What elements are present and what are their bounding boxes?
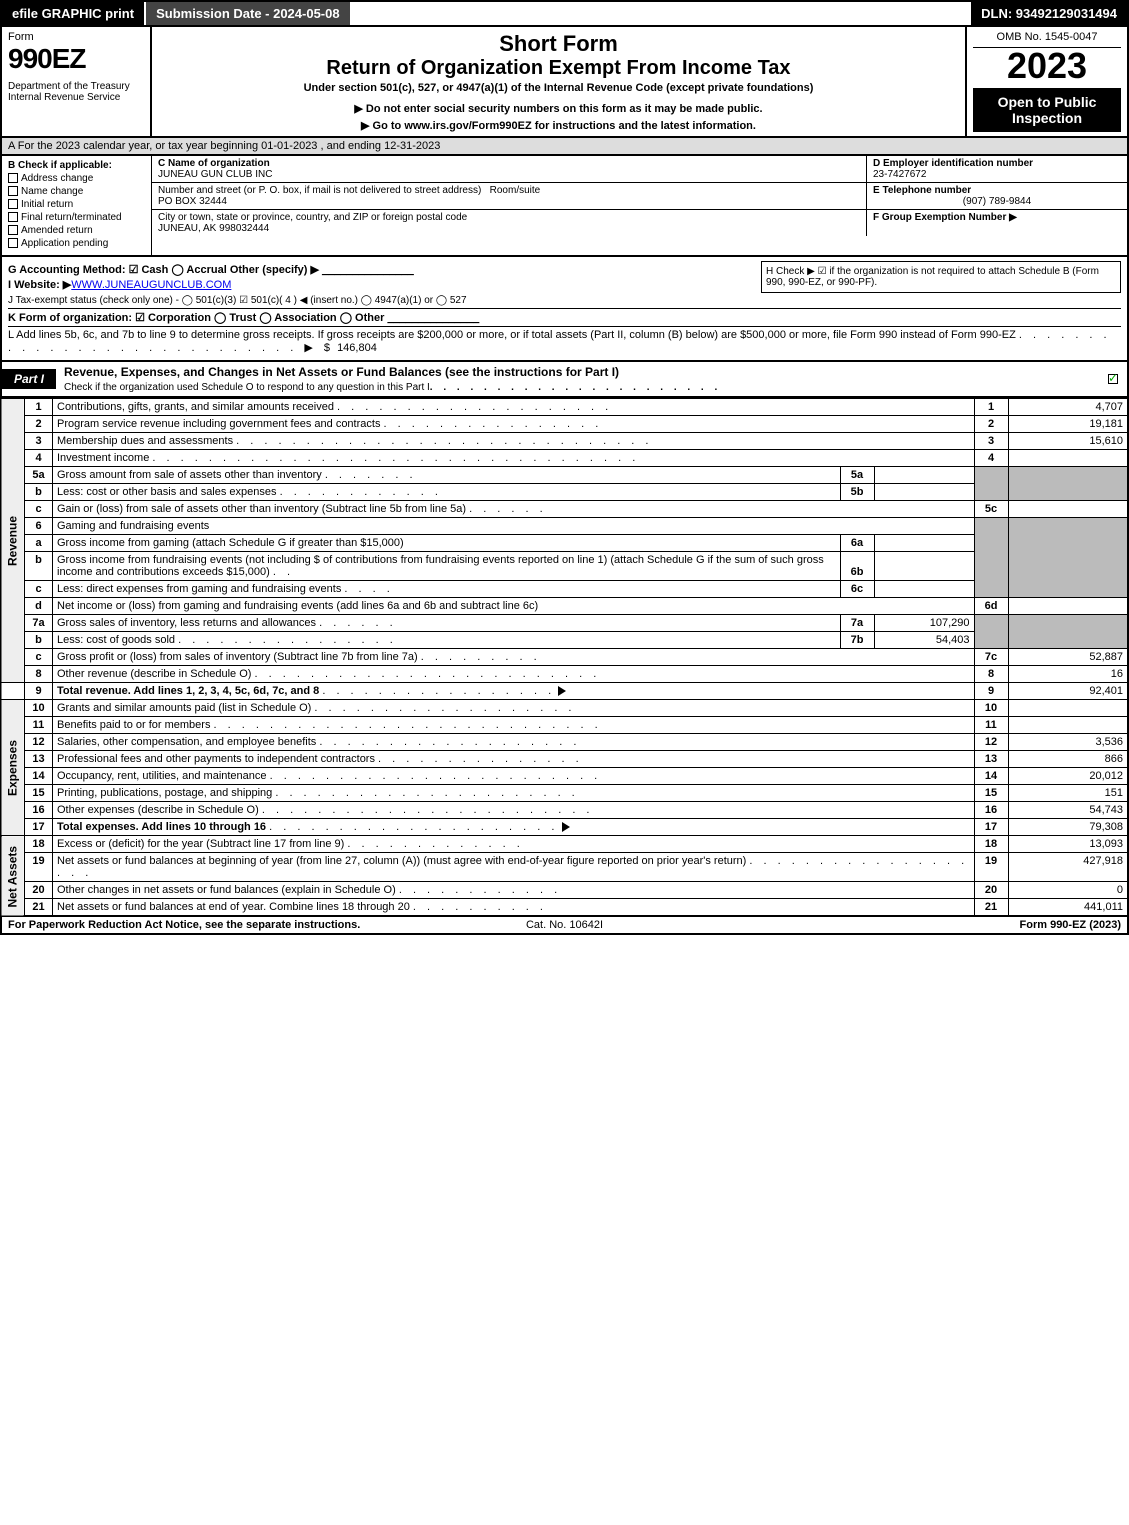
footer-catno: Cat. No. 10642I	[379, 919, 750, 931]
amt-17: 79,308	[1008, 819, 1128, 836]
header-left: Form 990EZ Department of the Treasury In…	[2, 27, 152, 136]
part1-bar: Part I Revenue, Expenses, and Changes in…	[0, 362, 1129, 398]
part1-tag: Part I	[2, 369, 56, 389]
tel-cell: E Telephone number (907) 789-9844	[867, 183, 1127, 209]
footer-left: For Paperwork Reduction Act Notice, see …	[8, 919, 379, 931]
col-b-checkboxes: B Check if applicable: Address change Na…	[2, 156, 152, 255]
subtitle: Under section 501(c), 527, or 4947(a)(1)…	[160, 82, 957, 94]
ein-value: 23-7427672	[873, 169, 1121, 180]
amt-15: 151	[1008, 785, 1128, 802]
title-return: Return of Organization Exempt From Incom…	[160, 57, 957, 80]
part1-table: Revenue 1 Contributions, gifts, grants, …	[0, 398, 1129, 917]
amt-9: 92,401	[1008, 683, 1128, 700]
goto-note: ▶ Go to www.irs.gov/Form990EZ for instru…	[160, 119, 957, 132]
topbar-fill	[352, 2, 972, 25]
tel-value: (907) 789-9844	[873, 196, 1121, 207]
amt-2: 19,181	[1008, 416, 1128, 433]
amt-12: 3,536	[1008, 734, 1128, 751]
top-bar: efile GRAPHIC print Submission Date - 20…	[0, 0, 1129, 27]
arrow-icon	[562, 822, 570, 832]
open-inspection: Open to Public Inspection	[973, 88, 1121, 132]
chk-initial-return[interactable]: Initial return	[8, 199, 145, 210]
line-h: H Check ▶ ☑ if the organization is not r…	[761, 261, 1121, 293]
amt-7b: 54,403	[874, 632, 974, 649]
amt-13: 866	[1008, 751, 1128, 768]
addr-cell: Number and street (or P. O. box, if mail…	[152, 183, 867, 209]
form-number: 990EZ	[8, 43, 144, 75]
title-shortform: Short Form	[160, 31, 957, 57]
part1-schedo-check[interactable]	[1102, 370, 1127, 388]
amt-18: 13,093	[1008, 836, 1128, 853]
department: Department of the Treasury Internal Reve…	[8, 81, 144, 103]
ein-cell: D Employer identification number 23-7427…	[867, 156, 1127, 182]
city-value: JUNEAU, AK 998032444	[158, 223, 860, 234]
line-i: I Website: ▶WWW.JUNEAUGUNCLUB.COM	[8, 278, 761, 291]
sidelabel-netassets: Net Assets	[1, 836, 25, 917]
group-exemption-cell: F Group Exemption Number ▶	[867, 210, 1127, 236]
amt-8: 16	[1008, 666, 1128, 683]
arrow-icon	[558, 686, 566, 696]
dln-number: DLN: 93492129031494	[971, 2, 1127, 25]
tax-year: 2023	[973, 48, 1121, 84]
col-c-block: C Name of organization JUNEAU GUN CLUB I…	[152, 156, 1127, 255]
line-k: K Form of organization: ☑ Corporation ◯ …	[8, 308, 1121, 324]
city-cell: City or town, state or province, country…	[152, 210, 867, 236]
chk-name-change[interactable]: Name change	[8, 186, 145, 197]
amt-19: 427,918	[1008, 853, 1128, 882]
amt-14: 20,012	[1008, 768, 1128, 785]
section-ghijkl: G Accounting Method: ☑ Cash ◯ Accrual Ot…	[0, 257, 1129, 362]
org-name: JUNEAU GUN CLUB INC	[158, 169, 860, 180]
footer-formno: Form 990-EZ (2023)	[750, 919, 1121, 931]
part1-title: Revenue, Expenses, and Changes in Net As…	[56, 362, 1102, 396]
ssn-note: ▶ Do not enter social security numbers o…	[160, 102, 957, 115]
col-b-header: B Check if applicable:	[8, 160, 145, 171]
website-link[interactable]: WWW.JUNEAUGUNCLUB.COM	[71, 279, 231, 291]
sidelabel-revenue: Revenue	[1, 399, 25, 683]
header-right: OMB No. 1545-0047 2023 Open to Public In…	[967, 27, 1127, 136]
amt-3: 15,610	[1008, 433, 1128, 450]
amt-4	[1008, 450, 1128, 467]
addr-value: PO BOX 32444	[158, 196, 860, 207]
section-bc-de: B Check if applicable: Address change Na…	[0, 156, 1129, 257]
page-footer: For Paperwork Reduction Act Notice, see …	[0, 917, 1129, 935]
amt-1: 4,707	[1008, 399, 1128, 416]
sidelabel-expenses: Expenses	[1, 700, 25, 836]
amt-7c: 52,887	[1008, 649, 1128, 666]
chk-address-change[interactable]: Address change	[8, 173, 145, 184]
row-a-taxyear: A For the 2023 calendar year, or tax yea…	[0, 138, 1129, 156]
submission-date: Submission Date - 2024-05-08	[146, 2, 352, 25]
amt-16: 54,743	[1008, 802, 1128, 819]
amt-21: 441,011	[1008, 899, 1128, 917]
chk-amended-return[interactable]: Amended return	[8, 225, 145, 236]
line-j: J Tax-exempt status (check only one) - ◯…	[8, 295, 1121, 306]
header-center: Short Form Return of Organization Exempt…	[152, 27, 967, 136]
chk-application-pending[interactable]: Application pending	[8, 238, 145, 249]
form-label: Form	[8, 31, 144, 43]
chk-final-return[interactable]: Final return/terminated	[8, 212, 145, 223]
ln-1: 1	[25, 399, 53, 416]
line-l: L Add lines 5b, 6c, and 7b to line 9 to …	[8, 326, 1121, 354]
line-g: G Accounting Method: ☑ Cash ◯ Accrual Ot…	[8, 263, 761, 276]
org-name-cell: C Name of organization JUNEAU GUN CLUB I…	[152, 156, 867, 182]
efile-print-button[interactable]: efile GRAPHIC print	[2, 2, 146, 25]
amt-20: 0	[1008, 882, 1128, 899]
amt-7a: 107,290	[874, 615, 974, 632]
form-header: Form 990EZ Department of the Treasury In…	[0, 27, 1129, 138]
